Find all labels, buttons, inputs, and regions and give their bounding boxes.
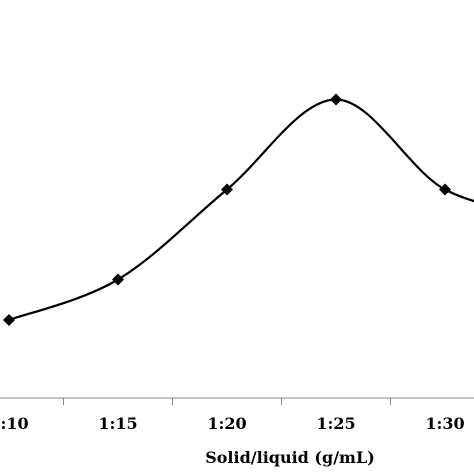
series-line [8, 98, 474, 322]
x-tick-label: 1:20 [207, 414, 246, 433]
series-markers [3, 93, 451, 326]
x-axis-tick-labels: 1:101:151:201:251:301:35 [0, 414, 465, 433]
x-tick-label: 1:30 [425, 414, 464, 433]
data-point [221, 183, 233, 196]
data-point [112, 273, 124, 286]
x-tick-label: 1:15 [98, 414, 137, 433]
data-point [3, 314, 15, 326]
x-axis-label: Solid/liquid (g/mL) [205, 448, 375, 467]
data-point [439, 183, 451, 196]
x-axis-ticks [63, 398, 391, 405]
x-tick-label: 1:25 [316, 414, 355, 433]
x-tick-label: 1:10 [0, 414, 29, 433]
data-point [330, 93, 342, 106]
